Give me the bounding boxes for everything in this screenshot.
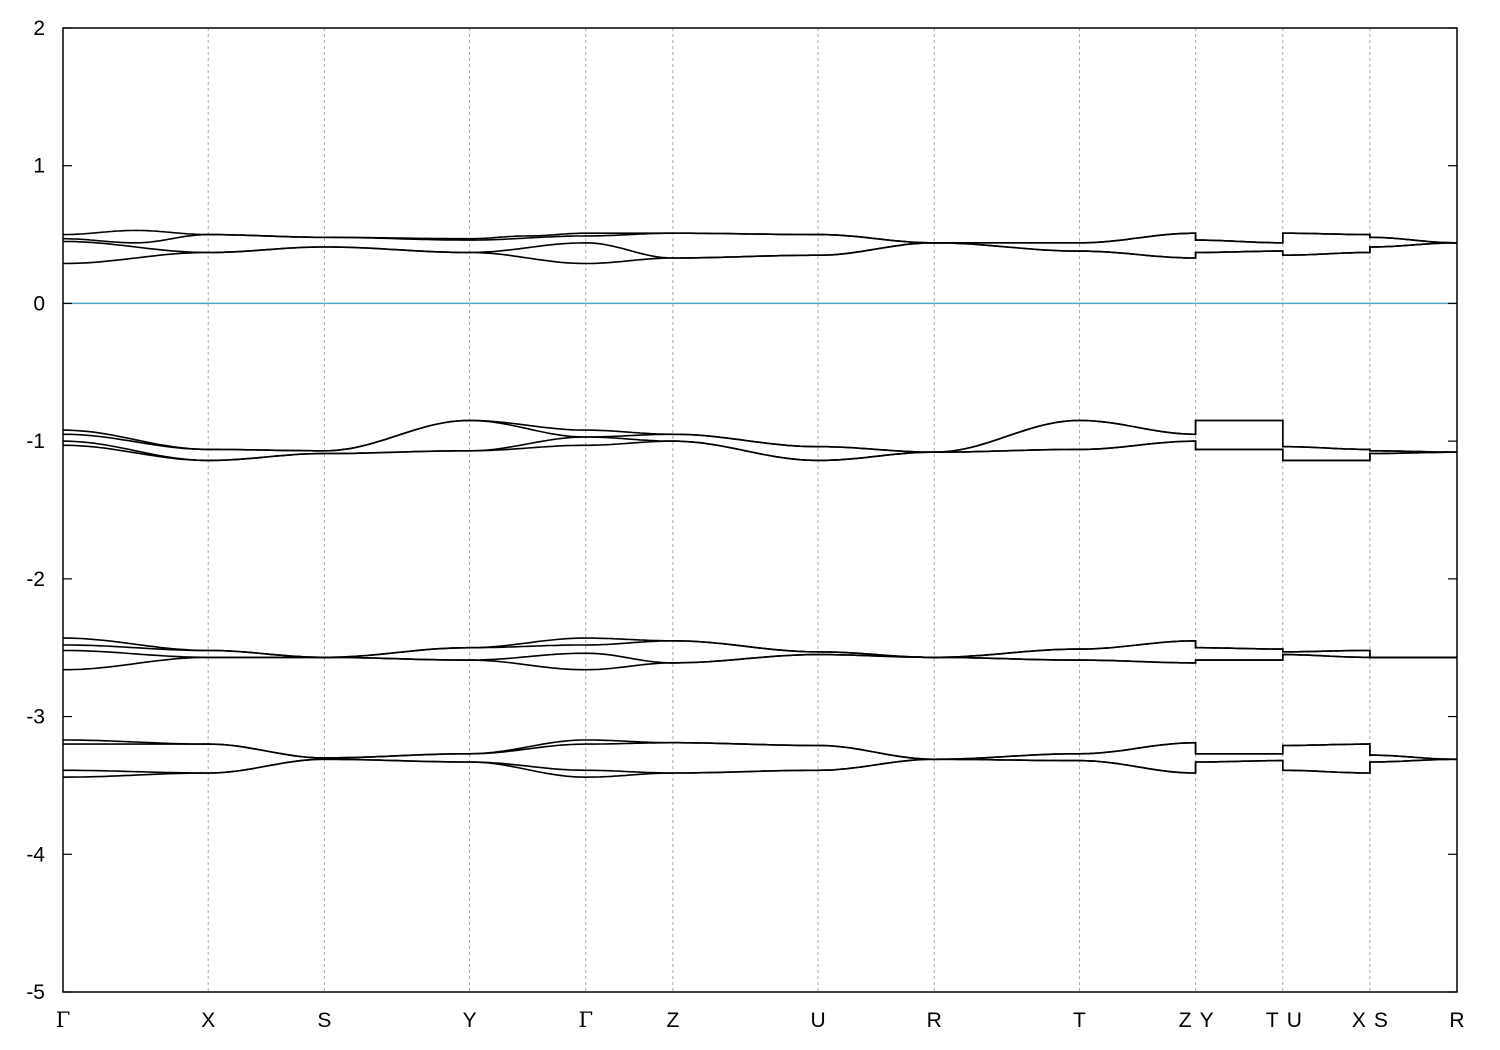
k-point-label: U xyxy=(810,1009,825,1032)
k-point-label: X xyxy=(1352,1009,1366,1032)
band-line-16 xyxy=(62,758,1457,779)
k-point-label: X xyxy=(201,1009,215,1032)
k-point-label: Z xyxy=(1179,1009,1192,1032)
vertical-grid-lines xyxy=(207,28,1371,992)
band-line-5 xyxy=(62,419,1457,454)
k-point-label: U xyxy=(1287,1009,1302,1032)
y-tick-label: 0 xyxy=(33,292,45,315)
y-tick-label: -2 xyxy=(26,568,45,591)
band-line-10 xyxy=(63,639,1457,659)
y-axis-ticks: 2 1 0 -1 -2 -3 -4 -5 xyxy=(26,17,1457,1004)
k-point-label: S xyxy=(1374,1009,1388,1032)
y-tick-label: 1 xyxy=(33,155,45,178)
band-line-4 xyxy=(62,241,1458,265)
k-point-label: S xyxy=(317,1009,331,1032)
band-line-2 xyxy=(63,232,1457,244)
k-point-label: R xyxy=(1449,1009,1464,1032)
k-point-label: Y xyxy=(463,1009,477,1032)
band-line-8 xyxy=(63,440,1457,462)
band-line-13 xyxy=(63,739,1458,761)
band-lines xyxy=(62,229,1458,779)
k-point-label: Z xyxy=(666,1009,679,1032)
y-tick-label: -1 xyxy=(26,430,45,453)
k-point-labels: Γ X R T X SS Y Γ Z U Z Y T U R xyxy=(56,1008,1465,1032)
k-point-label: Γ xyxy=(56,1008,71,1032)
y-tick-label: -5 xyxy=(26,981,45,1004)
plot-frame xyxy=(62,27,1458,993)
k-point-label: R xyxy=(927,1009,942,1032)
y-tick-label: -4 xyxy=(26,843,45,866)
band-line-6 xyxy=(63,419,1457,454)
k-point-label: Y xyxy=(1200,1009,1214,1032)
band-line-14 xyxy=(63,741,1458,761)
y-tick-label: 2 xyxy=(33,17,45,40)
k-point-label: T xyxy=(1266,1009,1279,1032)
k-point-label: T xyxy=(1073,1009,1086,1032)
y-tick-label: -3 xyxy=(26,706,45,729)
band-line-12 xyxy=(63,653,1457,671)
k-point-label: Γ xyxy=(578,1008,593,1032)
